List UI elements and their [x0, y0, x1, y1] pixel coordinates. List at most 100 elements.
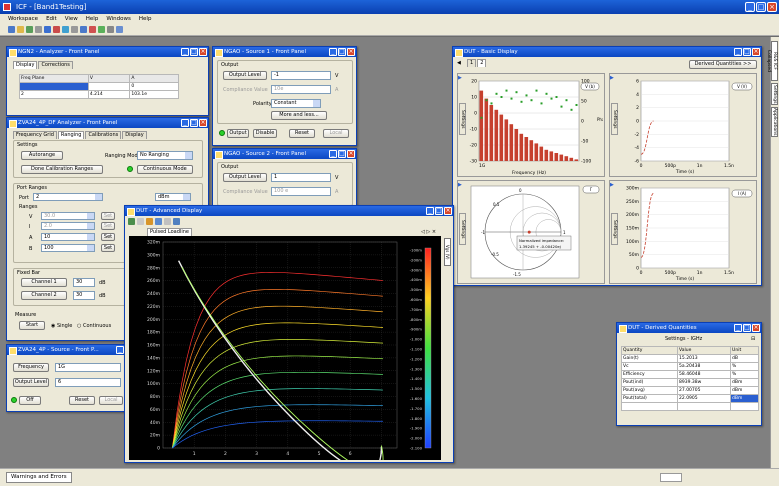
settings-tab-4[interactable]: Settings	[611, 213, 618, 245]
off-button[interactable]: Off	[19, 396, 41, 405]
quantity-cell[interactable]: Gain(t)	[620, 354, 679, 363]
zoom-icon[interactable]	[107, 26, 114, 33]
unit-cell[interactable]: %	[730, 362, 759, 371]
output-level-button[interactable]: Output Level	[13, 378, 49, 387]
tab-pulsed-loadline[interactable]: Pulsed Loadline	[147, 228, 192, 236]
unit-cell[interactable]: dBm	[730, 378, 759, 387]
v-range-select[interactable]: 30.0	[41, 212, 95, 220]
minimize-icon[interactable]: _	[329, 150, 337, 158]
menu-help-2[interactable]: Help	[138, 16, 152, 22]
single-radio[interactable]: ◉ Single	[51, 323, 73, 329]
table-cell[interactable]: 4.214	[87, 90, 131, 99]
close-icon[interactable]: ×	[199, 119, 207, 127]
reset-button[interactable]: Reset	[289, 129, 315, 138]
more-less-button[interactable]: More and less...	[271, 111, 327, 120]
quantity-cell[interactable]: Pout(avg)	[620, 386, 679, 395]
grid-icon[interactable]	[164, 218, 171, 225]
derived-quantities-button[interactable]: Derived Quantities >>	[689, 60, 757, 69]
settings-icon[interactable]	[80, 26, 87, 33]
menu-edit[interactable]: Edit	[46, 16, 57, 22]
table-row[interactable]: Pout(ind) 8939.38w dBm	[620, 378, 759, 387]
maximize-icon[interactable]: □	[435, 207, 443, 215]
menu-help[interactable]: Help	[85, 16, 99, 22]
side-tab-applications[interactable]: Applications	[771, 107, 778, 137]
frequency-button[interactable]: Frequency	[13, 363, 49, 372]
cursor-icon[interactable]	[155, 218, 162, 225]
i-range-select[interactable]: 2.0	[41, 222, 95, 230]
tab-ranging[interactable]: Ranging	[57, 131, 85, 139]
quantity-cell[interactable]: Efficiency	[620, 370, 679, 379]
panel-arrow-icon[interactable]: ▶	[610, 182, 614, 188]
close-icon[interactable]: ×	[752, 324, 760, 332]
table-cell[interactable]	[87, 82, 131, 91]
channel1-field[interactable]: 30	[73, 278, 95, 287]
tab-display[interactable]: Display	[13, 61, 38, 69]
marker-icon[interactable]	[146, 218, 153, 225]
close-icon[interactable]: ×	[347, 48, 355, 56]
close-icon[interactable]: ×	[444, 207, 452, 215]
channel2-button[interactable]: Channel 2	[21, 291, 67, 300]
menu-workspace[interactable]: Workspace	[8, 16, 39, 22]
minimize-icon[interactable]: _	[181, 119, 189, 127]
maximize-icon[interactable]: □	[743, 48, 751, 56]
export-icon[interactable]	[173, 218, 180, 225]
set-b-button[interactable]: Set	[101, 244, 115, 252]
set-a-button[interactable]: Set	[101, 233, 115, 241]
disable-button[interactable]: Disable	[253, 129, 277, 138]
maximize-icon[interactable]: □	[743, 324, 751, 332]
table-row[interactable]: Pout(avg) 27.00705 dBm	[620, 386, 759, 395]
autorange-button[interactable]: Autorange	[21, 151, 63, 160]
b-range-select[interactable]: 100	[41, 244, 95, 252]
maximize-icon[interactable]: □	[338, 48, 346, 56]
sweep-icon[interactable]	[62, 26, 69, 33]
output-level-field[interactable]: 6	[55, 378, 121, 387]
open-icon[interactable]	[17, 26, 24, 33]
settings-tab-2[interactable]: Settings	[611, 103, 618, 135]
minimize-icon[interactable]: _	[116, 346, 124, 354]
frequency-field[interactable]: 1G	[55, 363, 121, 372]
maximize-icon[interactable]: □	[190, 48, 198, 56]
a-range-select[interactable]: 10	[41, 233, 95, 241]
tab-corrections[interactable]: Corrections	[38, 61, 73, 69]
prev-arrow-icon[interactable]: ◀	[457, 60, 461, 66]
output-level-button[interactable]: Output Level	[223, 173, 267, 182]
ranging-mode-select[interactable]: No Ranging	[137, 151, 193, 160]
unit-cell[interactable]	[730, 402, 759, 411]
table-cell[interactable]: 0	[129, 82, 179, 91]
compliance-field[interactable]: 10e	[271, 85, 331, 94]
warnings-errors-tab[interactable]: Warnings and Errors	[6, 472, 72, 483]
colorbar-tab[interactable]: Vgs (V)	[444, 238, 451, 266]
close-button[interactable]: ×	[767, 2, 777, 12]
play-icon[interactable]	[128, 218, 135, 225]
table-row[interactable]: Gain(t) 15.2013 dB	[620, 354, 759, 363]
close-icon[interactable]: ×	[347, 150, 355, 158]
close-icon[interactable]: ×	[752, 48, 760, 56]
set-i-button[interactable]: Set	[101, 222, 115, 230]
polarity-select[interactable]: Constant	[271, 99, 321, 108]
continuous-mode-button[interactable]: Continuous Mode	[137, 165, 193, 174]
minimize-icon[interactable]: _	[426, 207, 434, 215]
table-row[interactable]: Efficiency 58.46048%	[620, 370, 759, 379]
instrument-icon[interactable]	[44, 26, 51, 33]
output-level-field[interactable]: 1	[271, 173, 331, 182]
expand-icon[interactable]: ⊟	[751, 336, 756, 342]
table-cell[interactable]: 103.1e	[129, 90, 179, 99]
quantity-cell[interactable]: Vc	[620, 362, 679, 371]
quantity-cell[interactable]: Pout(total)	[620, 394, 679, 403]
local-button[interactable]: Local	[99, 396, 123, 405]
tab-2[interactable]: 2	[477, 59, 487, 67]
unit-cell[interactable]: %	[730, 370, 759, 379]
unit-cell[interactable]: dBm	[730, 386, 759, 395]
local-button[interactable]: Local	[323, 129, 349, 138]
unit-cell[interactable]: dB	[730, 354, 759, 363]
minimize-icon[interactable]: _	[181, 48, 189, 56]
settings-tab-1[interactable]: Settings	[459, 103, 466, 135]
tab-display[interactable]: Display	[122, 131, 147, 139]
minimize-icon[interactable]: _	[734, 48, 742, 56]
table-row[interactable]: Pout(total) 22.0905 dBm	[620, 394, 759, 403]
reset-button[interactable]: Reset	[69, 396, 95, 405]
table-row[interactable]: Vc 5a.20438%	[620, 362, 759, 371]
port-unit-select[interactable]: dBm	[155, 193, 191, 201]
start-button[interactable]: Start	[19, 321, 45, 330]
table-row[interactable]	[620, 402, 759, 411]
